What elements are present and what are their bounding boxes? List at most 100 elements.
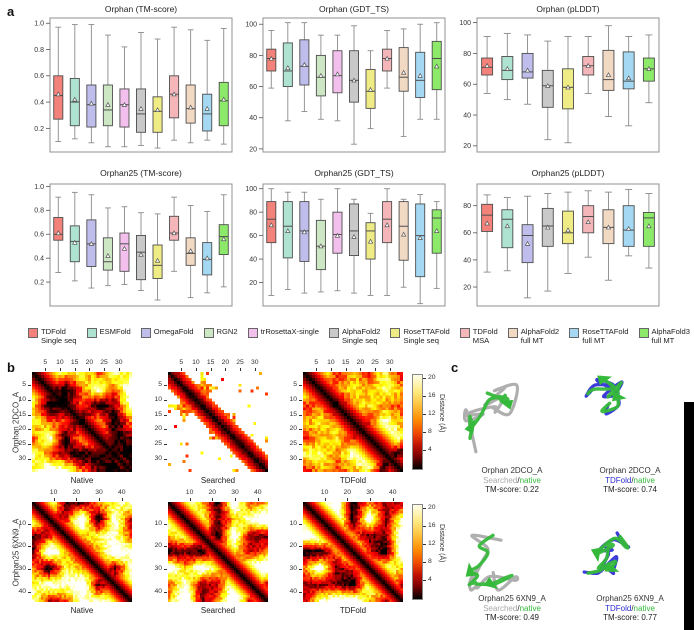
heatmap-left-tick-label: 20: [154, 542, 162, 550]
heatmap-caption: Searched: [200, 606, 236, 615]
legend-label-line2: Single seq: [341, 336, 378, 345]
svg-text:100: 100: [459, 20, 471, 27]
legend-item-tdfold: TDFold Single seq: [28, 327, 76, 345]
heatmap-top-tick-mark: [392, 498, 394, 501]
heatmap-top-tick-mark: [59, 368, 61, 371]
svg-text:100: 100: [245, 186, 257, 193]
heatmap-left-tick-mark: [28, 385, 31, 387]
heatmap-top-tick-mark: [375, 368, 377, 371]
heatmap-top-tick-label: 10: [56, 359, 64, 366]
heatmap-left-tick-label: 15: [154, 410, 162, 418]
heatmap-left-tick-mark: [164, 414, 167, 416]
heatmap-left-tick-label: 30: [18, 454, 26, 462]
heatmap-top-tick-label: 10: [185, 489, 194, 496]
heatmap-top-tick-mark: [389, 368, 391, 371]
heatmap-left-tick-label: 15: [18, 410, 26, 418]
heatmap-left-tick-mark: [299, 385, 302, 387]
legend-swatch: [86, 328, 97, 338]
heatmap-top-tick-label: 40: [253, 489, 262, 496]
heatmap-top-tick-label: 30: [250, 359, 259, 366]
svg-text:20: 20: [249, 280, 257, 287]
heatmap-top-tick-label: 25: [236, 359, 244, 366]
heatmap-top-tick-label: 15: [70, 359, 79, 366]
right-edge-black-bar: [684, 402, 694, 630]
distance-heatmap-native: [32, 372, 132, 472]
svg-text:0.8: 0.8: [34, 208, 44, 215]
heatmap-top-tick-mark: [121, 498, 123, 501]
legend-label-line2: full MT: [651, 336, 675, 345]
heatmap-left-tick-mark: [299, 414, 302, 416]
structure-caption-tmscore: TM-score: 0.49: [485, 613, 539, 622]
legend-item-esmfold: ESMFold: [86, 327, 131, 345]
legend-item-rosettafold: RoseTTAFold Single seq: [390, 327, 450, 345]
heatmap-left-tick-label: 25: [154, 440, 162, 448]
panel-b-label: b: [7, 360, 15, 375]
heatmap-top-tick-label: 10: [192, 359, 200, 366]
heatmap-left-tick-mark: [164, 385, 167, 387]
colorbar-tick-mark: [423, 526, 426, 528]
heatmap-top-tick-mark: [324, 498, 326, 501]
structure-overlay-image: [580, 498, 680, 597]
svg-text:20: 20: [463, 284, 471, 291]
heatmap-left-tick-mark: [299, 429, 302, 431]
heatmap-left-tick-mark: [299, 591, 302, 593]
structure-model-name: TDFold: [605, 475, 632, 485]
legend-item-omegafold: OmegaFold: [140, 327, 193, 345]
legend-item-tdfold: TDFold MSA: [459, 327, 498, 345]
legend-label: ESMFold: [100, 327, 131, 345]
structure-caption-models: TDFold/native: [570, 604, 690, 614]
structure-caption: Orphan 2DCO_A TDFold/native TM-score: 0.74: [570, 466, 690, 495]
heatmap-top-tick-mark: [195, 368, 197, 371]
colorbar-tick-label: 20: [428, 504, 436, 512]
heatmap-top-tick-label: 20: [356, 359, 365, 366]
heatmap-top-tick-mark: [254, 368, 256, 371]
svg-text:100: 100: [245, 22, 257, 29]
heatmap-left-tick-mark: [28, 569, 31, 571]
legend-label-line1: RoseTTAFold: [582, 327, 629, 336]
legend-label: RoseTTAFold Single seq: [403, 327, 449, 345]
svg-text:0.8: 0.8: [34, 47, 44, 54]
heatmap-top-tick-mark: [225, 368, 227, 371]
heatmap-top-tick-label: 15: [341, 359, 350, 366]
heatmap-left-tick-label: 10: [18, 395, 26, 403]
svg-text:60: 60: [463, 82, 471, 89]
heatmap-top-tick-label: 25: [371, 359, 379, 366]
structure-caption-slash: /: [517, 475, 520, 485]
boxplot-orphan-tm-score-: Orphan (TM-score) 0.2 0.4 0.6 0.8 1.0: [14, 2, 236, 163]
legend-label: trRosettaX-single: [261, 327, 319, 345]
heatmap-left-tick-mark: [164, 444, 167, 446]
legend-swatch: [507, 328, 518, 338]
legend-label-line1: RGN2: [216, 327, 238, 336]
heatmap-caption: TDFold: [339, 476, 367, 485]
structure-model-name: Searched: [483, 603, 518, 613]
heatmap-top-tick-label: 30: [231, 489, 239, 496]
heatmap-top-tick-mark: [235, 498, 237, 501]
legend-swatch: [203, 328, 214, 338]
legend-label-line1: RoseTTAFold: [403, 327, 450, 336]
heatmap-left-tick-mark: [299, 399, 302, 401]
legend-label-line2: Single seq: [403, 336, 439, 345]
distance-colorbar: [412, 374, 423, 470]
colorbar-tick-mark: [423, 378, 426, 380]
structure-caption-name: Orphan 2DCO_A: [481, 466, 543, 475]
structure-model-name: Searched: [483, 475, 518, 485]
heatmap-top-tick-mark: [53, 498, 55, 501]
svg-text:40: 40: [249, 115, 257, 122]
colorbar-tick-label: 4: [428, 446, 432, 454]
legend-label: TDFold MSA: [473, 327, 498, 345]
heatmap-top-tick-mark: [347, 498, 349, 501]
heatmap-left-tick-mark: [28, 444, 31, 446]
heatmap-top-tick-label: 40: [388, 489, 397, 496]
heatmap-left-tick-label: 30: [289, 454, 297, 462]
heatmap-top-tick-label: 30: [385, 359, 394, 366]
legend-label-line1: ESMFold: [99, 327, 131, 336]
legend-label-line1: TDFold: [41, 327, 66, 336]
heatmap-left-tick-mark: [299, 458, 302, 460]
structure-caption-name: Orphan25 6XN9_A: [596, 594, 664, 603]
structure-caption-slash: /: [631, 475, 634, 485]
legend-swatch: [328, 328, 339, 338]
legend-item-rgn2: RGN2: [203, 327, 238, 345]
colorbar-tick-label: 12: [428, 410, 436, 418]
legend-label-line1: TDFold: [472, 327, 498, 336]
heatmap-left-tick-label: 20: [18, 425, 26, 433]
